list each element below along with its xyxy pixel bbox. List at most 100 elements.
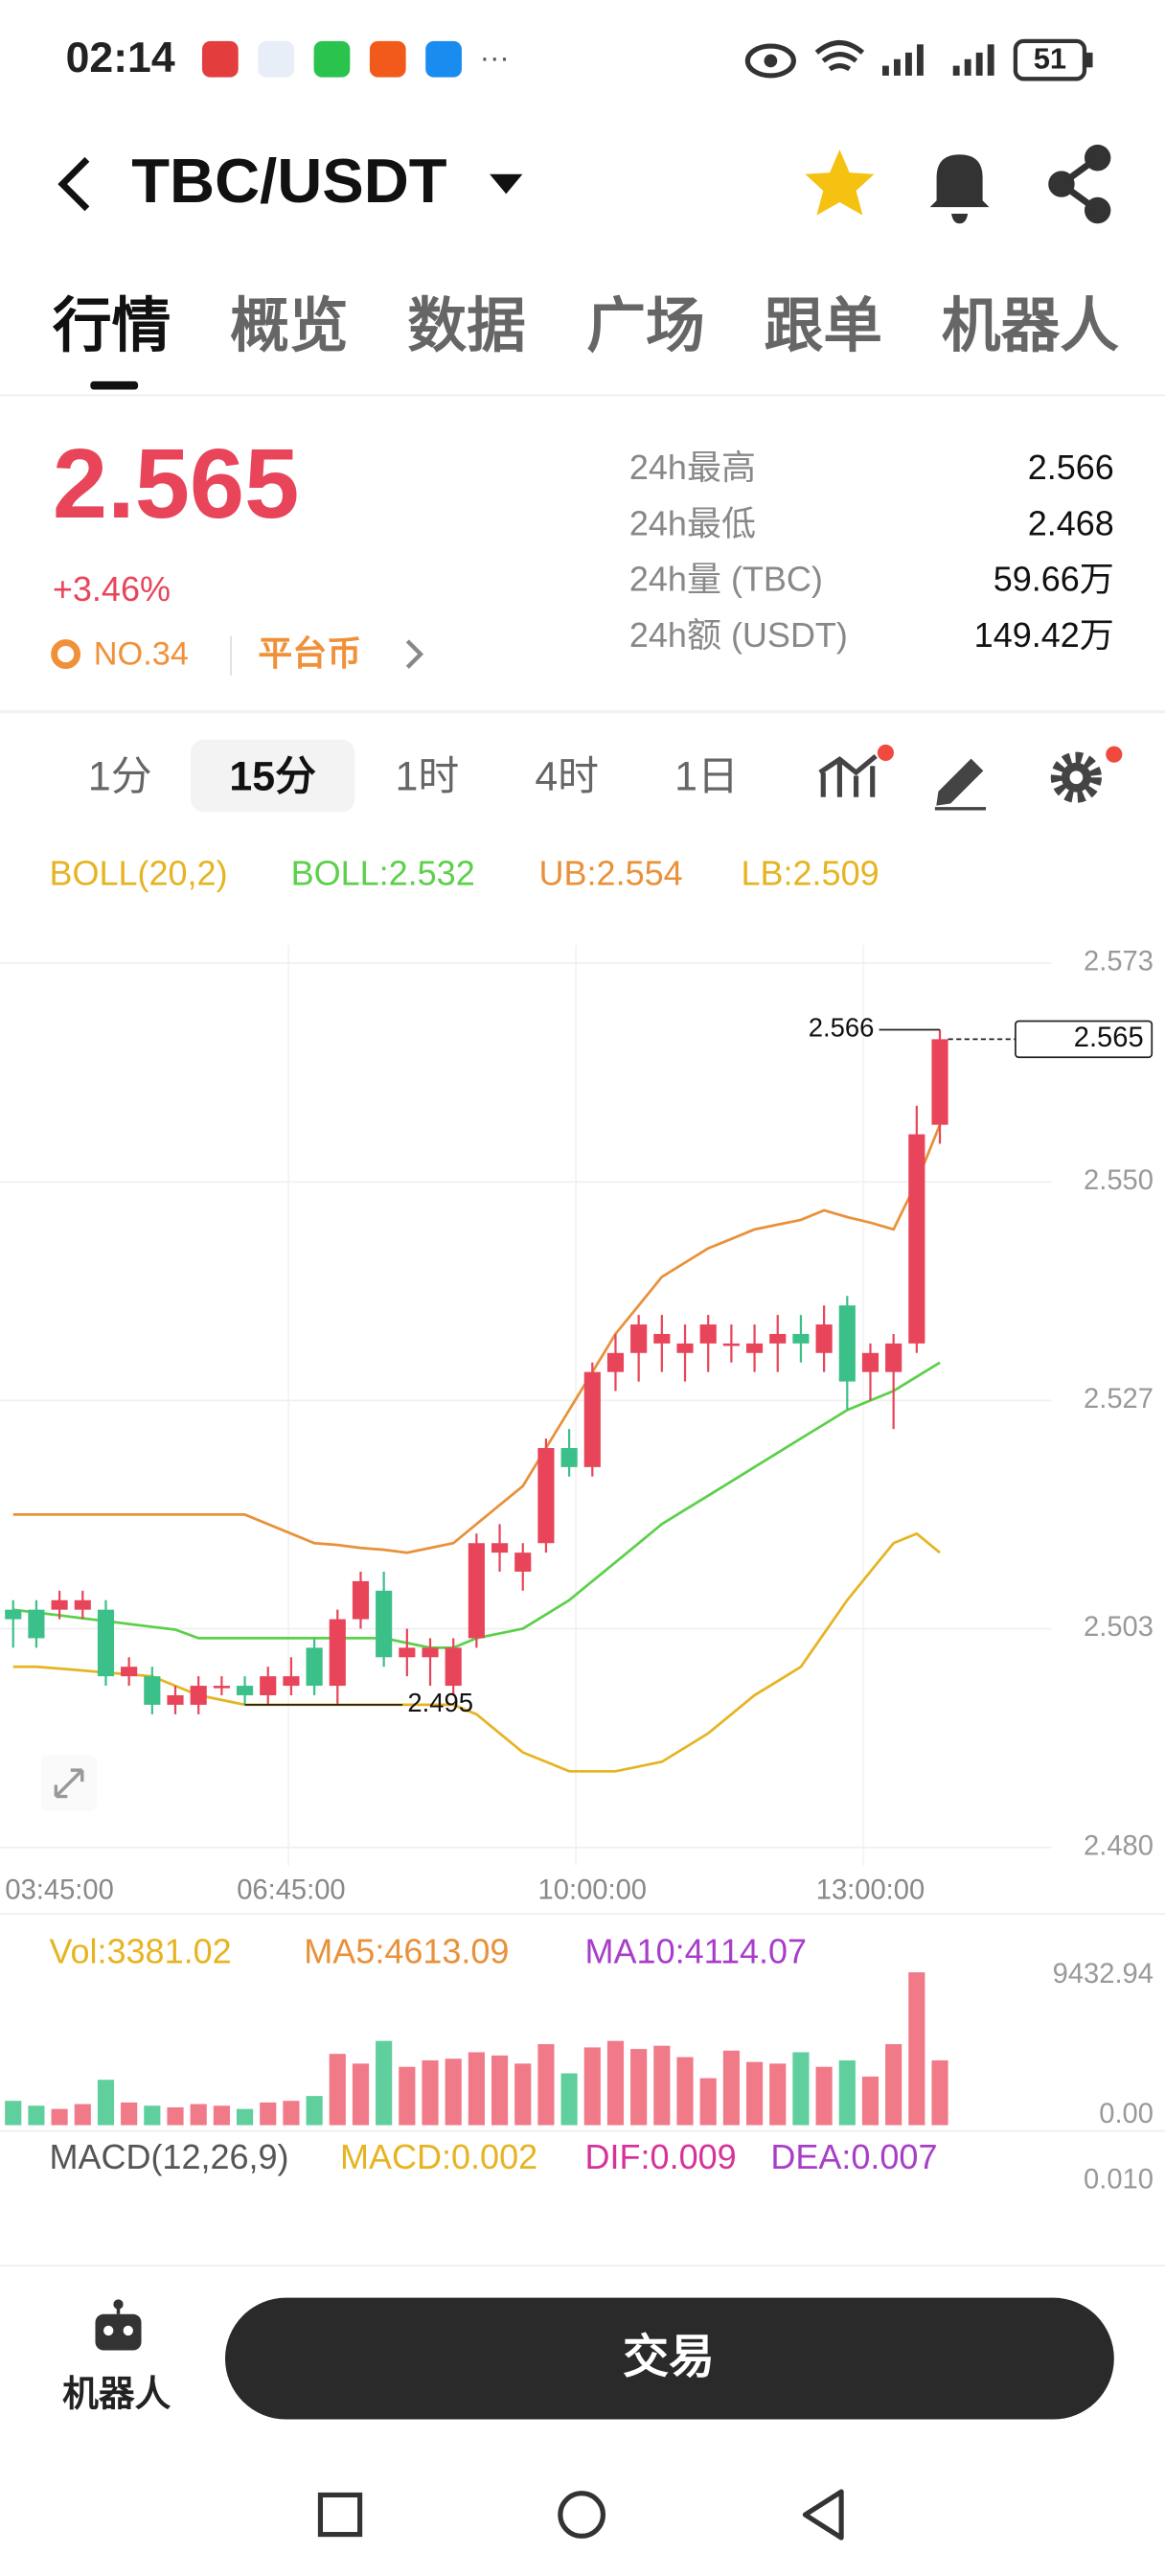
boll-line: [12, 1531, 941, 1773]
interval[interactable]: 1时: [396, 753, 460, 799]
draw-button[interactable]: [934, 758, 987, 811]
status-app-icons: ···: [201, 40, 510, 78]
interval[interactable]: 4时: [535, 753, 599, 799]
boll-legend: BOLL(20,2) BOLL:2.532 UB:2.554 LB:2.509: [49, 854, 879, 893]
volume-bar: [815, 2066, 833, 2126]
trade-label[interactable]: 交易: [623, 2333, 715, 2383]
alert-bell[interactable]: [929, 154, 990, 224]
status-indicators: [744, 38, 1093, 81]
volume-bar: [445, 2058, 462, 2126]
x-tick-label: 06:45:00: [237, 1875, 345, 1906]
candle-body: [306, 1647, 323, 1687]
candle-body: [745, 1343, 764, 1353]
volume-bar: [28, 2105, 45, 2126]
volume-bar: [260, 2102, 277, 2126]
volume-bar: [468, 2052, 485, 2126]
high-label: 2.566: [809, 1013, 875, 1043]
x-tick-label: 13:00:00: [816, 1875, 925, 1906]
candle-body: [97, 1609, 115, 1677]
volume-bar: [376, 2040, 393, 2126]
tab[interactable]: 机器人: [942, 293, 1119, 359]
interval[interactable]: 1分: [88, 753, 152, 799]
interval[interactable]: 15分: [229, 753, 316, 799]
tab[interactable]: 广场: [586, 293, 704, 359]
volume-bar: [236, 2108, 254, 2126]
tab[interactable]: 跟单: [765, 293, 882, 359]
volume-bar: [769, 2063, 787, 2126]
volume-bar: [560, 2073, 578, 2126]
nav-recents[interactable]: [317, 2492, 363, 2538]
tab[interactable]: 行情: [53, 293, 171, 359]
volume-bar: [792, 2052, 810, 2126]
candle-body: [468, 1543, 485, 1639]
tab-bar: 行情 概览 数据 广场 跟单 机器人: [53, 293, 1119, 359]
candle-body: [537, 1448, 555, 1544]
volume-bar: [514, 2063, 532, 2126]
y-tick-label: 2.573: [1084, 947, 1154, 978]
volume-bar: [908, 1972, 925, 2126]
candle-body: [885, 1343, 902, 1372]
tab[interactable]: 概览: [230, 293, 348, 359]
v-grid: [287, 945, 289, 1866]
interval[interactable]: 1日: [674, 753, 739, 799]
pair-dropdown[interactable]: [490, 173, 523, 195]
robot-label[interactable]: 机器人: [62, 2374, 171, 2414]
volume-bar: [51, 2108, 68, 2126]
share-button[interactable]: [1048, 144, 1111, 224]
candle-body: [213, 1686, 230, 1689]
candle-body: [190, 1686, 207, 1705]
robot-icon[interactable]: [95, 2299, 142, 2351]
volume-bar: [653, 2045, 671, 2126]
v-grid: [575, 945, 577, 1866]
tag[interactable]: 平台币: [258, 633, 361, 673]
volume-bar: [630, 2049, 648, 2126]
volume-bar: [213, 2105, 230, 2126]
stat-label: 24h最高: [629, 448, 756, 487]
divider: [0, 2129, 1165, 2132]
expand-icon: [54, 1768, 84, 1799]
tab[interactable]: 数据: [407, 293, 525, 359]
candle-body: [931, 1039, 948, 1125]
volume-bar: [931, 2059, 948, 2126]
indicator-button[interactable]: [818, 753, 878, 797]
candle-body: [722, 1343, 740, 1346]
favorite-star[interactable]: [805, 150, 875, 216]
volume-bar: [422, 2059, 439, 2126]
nav-home[interactable]: [558, 2491, 606, 2539]
trade-button[interactable]: [224, 2297, 1114, 2420]
kline-chart: 2.480 2.503 2.527 2.550 2.573 03:45:00 06:45:0…: [0, 945, 1165, 2196]
stat-label: 24h最低: [629, 503, 756, 542]
volume-bar: [606, 2040, 625, 2126]
volume-tick-label: 0.00: [1099, 2099, 1154, 2129]
macd-legend: MACD:0.002: [340, 2137, 537, 2176]
y-tick-label: 2.480: [1084, 1830, 1154, 1861]
interval-selected-bg: [190, 739, 355, 813]
candle-body: [167, 1694, 184, 1705]
candle-body: [560, 1448, 578, 1467]
stat-value: 59.66万: [994, 560, 1114, 599]
settings-button[interactable]: [1050, 751, 1102, 803]
volume-bar: [885, 2044, 902, 2126]
volume-bar: [283, 2101, 300, 2126]
volume-bar: [121, 2102, 138, 2126]
candle-body: [769, 1333, 787, 1344]
interval-bar: 1分 15分 1时 4时 1日: [88, 753, 739, 799]
divider: [0, 1913, 1165, 1916]
tab-underline: [90, 380, 139, 390]
macd-legend: DEA:0.007: [770, 2137, 937, 2176]
volume-bar: [537, 2044, 555, 2126]
nav-back[interactable]: [802, 2489, 844, 2541]
battery-level: 51: [1034, 42, 1066, 76]
pair-title[interactable]: TBC/USDT: [131, 146, 447, 216]
tag-arrow: [405, 639, 424, 669]
y-tick-label: 2.503: [1084, 1612, 1154, 1643]
status-time: 02:14: [66, 34, 175, 81]
stats: 24h最高 2.566 24h最低 2.468 24h量 (TBC) 59.66万 24h额…: [629, 448, 1114, 655]
candle-body: [422, 1647, 439, 1658]
badge: [877, 744, 895, 762]
candle-body: [236, 1686, 254, 1695]
back-button[interactable]: [57, 156, 90, 212]
candle-body: [491, 1543, 509, 1553]
candle-body: [908, 1134, 925, 1344]
